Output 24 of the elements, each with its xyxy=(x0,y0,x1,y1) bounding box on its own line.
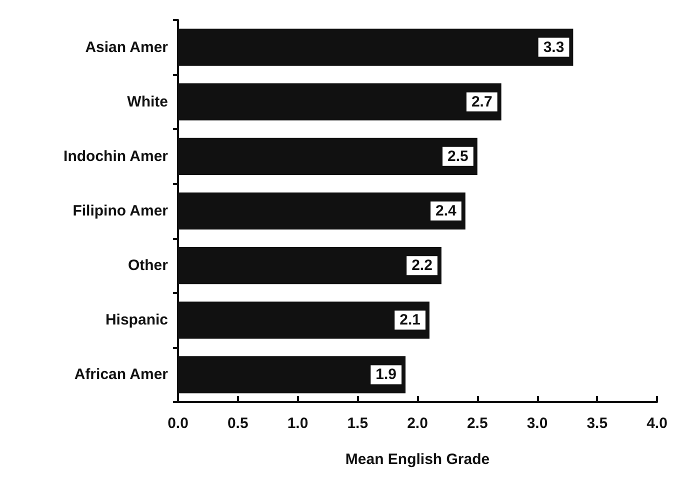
x-tick-label: 1.5 xyxy=(347,415,368,432)
x-tick-label: 3.0 xyxy=(526,415,548,432)
y-tick-label: Other xyxy=(128,257,168,274)
y-tick-label: Filipino Amer xyxy=(72,202,168,220)
data-label: 3.3 xyxy=(543,38,564,56)
data-label: 2.4 xyxy=(436,202,458,220)
x-axis-title: Mean English Grade xyxy=(345,451,490,468)
y-tick-label: Asian Amer xyxy=(85,38,168,56)
data-label: 2.2 xyxy=(412,257,432,274)
x-tick-label: 0.5 xyxy=(227,415,248,432)
data-label: 2.7 xyxy=(471,93,492,110)
x-tick-label: 0.0 xyxy=(168,415,188,432)
y-tick-label: Hispanic xyxy=(105,312,168,329)
x-tick-label: 2.5 xyxy=(466,415,488,432)
y-tick-label: Indochin Amer xyxy=(64,148,168,165)
y-tick-label: African Amer xyxy=(74,366,168,384)
x-tick-label: 1.0 xyxy=(287,415,308,432)
x-tick-label: 2.0 xyxy=(407,415,428,432)
x-tick-label: 4.0 xyxy=(646,415,668,432)
data-label: 2.5 xyxy=(448,148,468,165)
data-label: 1.9 xyxy=(376,366,397,384)
data-label: 2.1 xyxy=(400,312,420,329)
y-tick-label: White xyxy=(127,93,168,110)
x-tick-label: 3.5 xyxy=(586,415,608,432)
